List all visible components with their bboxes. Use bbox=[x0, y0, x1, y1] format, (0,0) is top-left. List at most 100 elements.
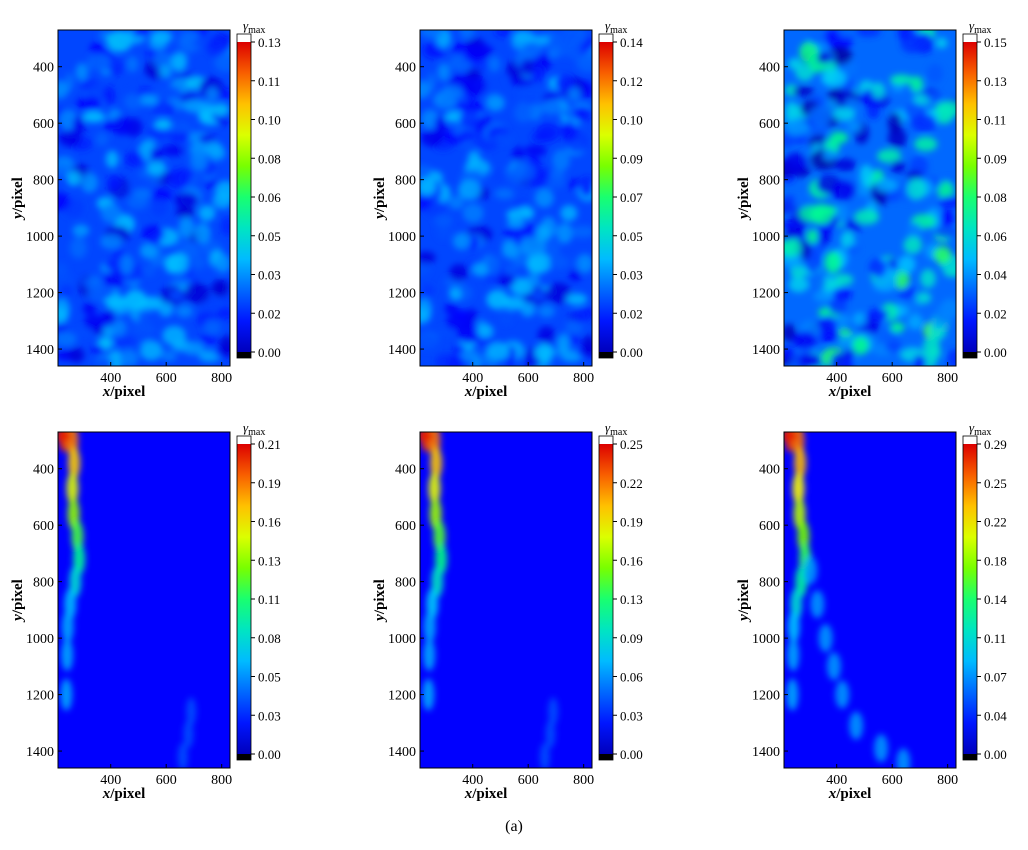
strain-speckle bbox=[488, 56, 501, 73]
strain-speckle bbox=[907, 299, 921, 319]
strain-speckle bbox=[876, 149, 902, 163]
strain-speckle bbox=[186, 255, 212, 272]
heatmap-field bbox=[784, 30, 956, 366]
strain-speckle bbox=[830, 179, 857, 201]
strain-speckle bbox=[923, 336, 940, 356]
strain-speckle bbox=[58, 71, 68, 83]
strain-speckle bbox=[820, 69, 847, 88]
strain-speckle bbox=[546, 282, 572, 304]
y-axis-label: y/pixel bbox=[10, 177, 26, 221]
strain-speckle bbox=[822, 148, 836, 162]
strain-speckle bbox=[220, 217, 230, 236]
colorbar-tick-label: 0.22 bbox=[620, 476, 643, 491]
strain-speckle bbox=[784, 323, 796, 342]
strain-speckle bbox=[808, 272, 826, 293]
heatmap-panel-5: 400 600 800 1000 1200 1400 400 600 800 x/pixel y/p… bbox=[362, 422, 692, 822]
colorbar-overflow-cap bbox=[237, 436, 251, 444]
strain-speckle bbox=[810, 203, 833, 225]
strain-speckle bbox=[58, 307, 69, 325]
strain-speckle bbox=[573, 105, 592, 118]
strain-speckle bbox=[458, 349, 481, 362]
strain-speckle bbox=[556, 222, 573, 244]
strain-speckle bbox=[526, 273, 541, 287]
band-peak bbox=[58, 432, 72, 442]
strain-speckle bbox=[497, 274, 516, 287]
strain-speckle bbox=[476, 324, 494, 338]
colorbar-tick-label: 0.00 bbox=[620, 747, 643, 762]
strain-speckle bbox=[69, 237, 87, 259]
x-axis-label: x/pixel bbox=[828, 384, 872, 400]
strain-speckle bbox=[194, 222, 211, 244]
shear-band-layer bbox=[420, 432, 559, 768]
heatmap-field bbox=[420, 432, 592, 768]
strain-speckle bbox=[784, 227, 807, 239]
strain-speckle bbox=[534, 343, 553, 362]
colorbar-tick-label: 0.16 bbox=[620, 553, 643, 568]
colorbar-underflow-cap bbox=[599, 352, 613, 358]
strain-speckle bbox=[867, 102, 880, 120]
strain-speckle bbox=[833, 107, 856, 122]
strain-speckle bbox=[103, 119, 116, 132]
heatmap-svg: 400 600 800 1000 1200 1400 400 600 800 x/pixel y/p… bbox=[372, 20, 643, 400]
strain-speckle bbox=[871, 82, 886, 99]
colorbar-frame bbox=[236, 435, 252, 761]
strain-speckle bbox=[576, 53, 592, 73]
strain-speckle bbox=[126, 56, 139, 73]
x-tick-label: 400 bbox=[100, 773, 121, 788]
strain-speckle bbox=[524, 144, 547, 157]
colorbar-tick-label: 0.09 bbox=[620, 631, 643, 646]
strain-speckle bbox=[792, 86, 814, 97]
band-peak bbox=[420, 432, 434, 442]
strain-speckle bbox=[486, 254, 501, 276]
strain-speckle bbox=[885, 340, 902, 353]
heatmap-field bbox=[58, 432, 230, 768]
strain-speckle bbox=[162, 144, 185, 157]
strain-speckle bbox=[940, 298, 956, 319]
strain-speckle bbox=[784, 118, 809, 137]
strain-speckle bbox=[828, 297, 847, 316]
x-axis-label: x/pixel bbox=[828, 786, 872, 802]
colorbar-gradient bbox=[599, 42, 613, 352]
strain-speckle bbox=[434, 214, 453, 227]
y-tick-label: 1200 bbox=[26, 287, 54, 302]
colorbar-tick-label: 0.12 bbox=[620, 74, 643, 89]
shear-band-branch bbox=[849, 711, 864, 740]
shear-band-branch bbox=[818, 624, 833, 653]
colorbar-tick-label: 0.08 bbox=[984, 190, 1007, 205]
strain-speckle bbox=[420, 251, 436, 264]
strain-speckle bbox=[531, 63, 545, 83]
strain-speckle bbox=[784, 152, 809, 174]
y-tick-label: 1200 bbox=[388, 689, 416, 704]
y-tick-label: 1000 bbox=[26, 632, 54, 647]
strain-speckle bbox=[441, 84, 463, 100]
strain-speckle bbox=[485, 95, 505, 112]
y-tick-label: 1200 bbox=[388, 287, 416, 302]
plot-frame bbox=[57, 431, 231, 769]
strain-speckle bbox=[568, 86, 581, 102]
heatmap-svg: 400 600 800 1000 1200 1400 400 600 800 x/pixel y/p… bbox=[736, 422, 1007, 802]
y-tick-label: 600 bbox=[395, 519, 416, 534]
strain-speckle bbox=[112, 336, 137, 347]
colorbar-tick-label: 0.11 bbox=[984, 113, 1006, 128]
strain-speckle bbox=[58, 81, 69, 99]
strain-speckle bbox=[568, 269, 582, 282]
x-tick-label: 400 bbox=[826, 371, 847, 386]
strain-speckle bbox=[565, 293, 588, 306]
colorbar-tick-label: 0.08 bbox=[258, 631, 281, 646]
strain-speckle bbox=[93, 357, 113, 366]
strain-speckle bbox=[158, 302, 174, 317]
heatmap-svg: 400 600 800 1000 1200 1400 400 600 800 x/pixel y/p… bbox=[10, 422, 281, 802]
strain-speckle bbox=[216, 307, 230, 320]
strain-speckle bbox=[458, 179, 482, 200]
y-tick-label: 400 bbox=[33, 463, 54, 478]
speckle-layer bbox=[784, 30, 956, 366]
y-tick-label: 1400 bbox=[752, 745, 780, 760]
strain-speckle bbox=[927, 63, 943, 84]
strain-speckle bbox=[486, 342, 510, 361]
x-tick-label: 800 bbox=[211, 371, 232, 386]
strain-speckle bbox=[86, 284, 111, 303]
colorbar-tick-label: 0.19 bbox=[620, 515, 643, 530]
strain-speckle bbox=[174, 192, 199, 209]
colorbar-tick-label: 0.29 bbox=[984, 437, 1007, 452]
strain-speckle bbox=[471, 262, 489, 277]
